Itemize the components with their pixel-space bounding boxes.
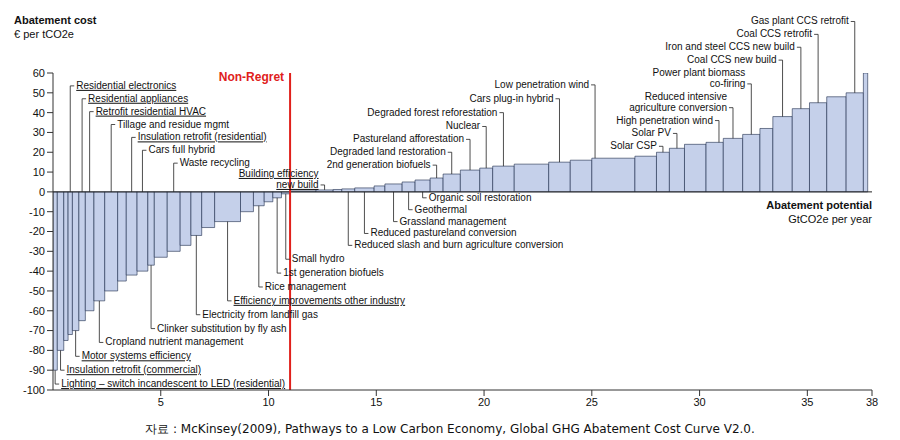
svg-text:Degraded land restoration: Degraded land restoration [330,146,446,157]
svg-text:25: 25 [586,396,598,408]
svg-text:20: 20 [33,146,45,158]
svg-text:-80: -80 [29,344,45,356]
svg-text:-90: -90 [29,364,45,376]
svg-text:Solar CSP: Solar CSP [610,140,657,151]
svg-text:High penetration wind: High penetration wind [616,114,713,125]
svg-text:Grassland management: Grassland management [400,215,507,226]
svg-text:-70: -70 [29,324,45,336]
svg-text:38: 38 [866,396,878,408]
svg-text:Degraded forest reforestation: Degraded forest reforestation [367,106,497,117]
svg-text:1st generation biofuels: 1st generation biofuels [283,267,384,278]
svg-text:Retrofit residential HVAC: Retrofit residential HVAC [96,105,206,116]
svg-text:Tillage and residue mgmt: Tillage and residue mgmt [117,118,229,129]
svg-text:-20: -20 [29,225,45,237]
svg-text:10: 10 [33,166,45,178]
svg-text:Power plant biomassco-firing: Power plant biomassco-firing [652,67,745,89]
svg-text:Insulation retrofit (residenti: Insulation retrofit (residential) [138,131,267,142]
svg-text:GtCO2e per year: GtCO2e per year [788,213,872,225]
svg-text:0: 0 [39,186,45,198]
svg-text:35: 35 [801,396,813,408]
svg-text:-100: -100 [23,384,45,396]
svg-text:15: 15 [370,396,382,408]
svg-text:Electricity from landfill gas: Electricity from landfill gas [202,308,318,319]
svg-text:Reduced pastureland conversion: Reduced pastureland conversion [370,227,516,238]
svg-text:Motor systems efficiency: Motor systems efficiency [82,350,191,361]
svg-text:Cars plug-in hybrid: Cars plug-in hybrid [470,92,554,103]
svg-text:Reduced slash and burn agricul: Reduced slash and burn agriculture conve… [354,239,563,250]
svg-text:50: 50 [33,87,45,99]
svg-text:Cars full hybrid: Cars full hybrid [148,144,215,155]
svg-text:Efficiency improvements other: Efficiency improvements other industry [234,294,406,305]
svg-text:Geothermal: Geothermal [415,203,467,214]
svg-text:Organic soil restoration: Organic soil restoration [429,191,532,202]
html-text:자료 : McKinsey(2009), Pathways: 자료 : McKinsey(2009), Pathways to a Low C… [145,422,755,436]
svg-text:Nuclear: Nuclear [446,120,481,131]
svg-text:-60: -60 [29,305,45,317]
svg-text:Cropland nutrient management: Cropland nutrient management [105,336,243,347]
svg-text:Insulation retrofit (commercia: Insulation retrofit (commercial) [67,364,201,375]
svg-text:Residential appliances: Residential appliances [88,92,188,103]
svg-text:-40: -40 [29,265,45,277]
svg-text:Abatement cost: Abatement cost [14,14,97,26]
svg-text:Non-Regret: Non-Regret [219,70,284,84]
svg-text:30: 30 [693,396,705,408]
svg-text:Residential electronics: Residential electronics [76,80,176,91]
svg-text:Clinker substitution by fly as: Clinker substitution by fly ash [157,322,287,333]
svg-text:Building efficiencynew build: Building efficiencynew build [239,168,319,190]
svg-text:2nd generation biofuels: 2nd generation biofuels [327,159,431,170]
svg-text:Gas plant CCS retrofit: Gas plant CCS retrofit [751,15,849,26]
svg-text:10: 10 [262,396,274,408]
svg-text:40: 40 [33,107,45,119]
svg-text:Iron and steel CCS new build: Iron and steel CCS new build [665,41,795,52]
svg-text:Lighting – switch incandescent: Lighting – switch incandescent to LED (r… [61,378,285,389]
svg-text:Coal CCS retrofit: Coal CCS retrofit [737,28,813,39]
svg-text:€ per tCO2e: € per tCO2e [14,28,74,40]
svg-text:5: 5 [158,396,164,408]
svg-text:-30: -30 [29,245,45,257]
svg-text:Low penetration wind: Low penetration wind [495,79,590,90]
svg-text:60: 60 [33,67,45,79]
svg-text:Waste recycling: Waste recycling [180,157,250,168]
svg-text:Solar PV: Solar PV [631,127,671,138]
svg-text:Coal CCS new build: Coal CCS new build [687,54,777,65]
svg-text:Reduced intensiveagriculture c: Reduced intensiveagriculture conversion [629,90,727,112]
svg-text:-50: -50 [29,285,45,297]
svg-text:Abatement potential: Abatement potential [766,199,872,211]
svg-text:Rice management: Rice management [265,281,346,292]
svg-text:-10: -10 [29,206,45,218]
svg-text:Small hydro: Small hydro [292,253,345,264]
svg-text:20: 20 [478,396,490,408]
svg-text:30: 30 [33,126,45,138]
svg-text:Pastureland afforestation: Pastureland afforestation [353,133,464,144]
